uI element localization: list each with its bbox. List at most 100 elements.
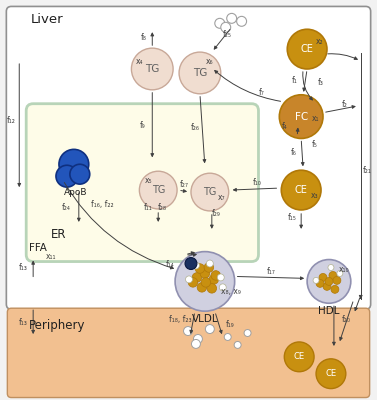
Text: FC: FC [294, 112, 308, 122]
Circle shape [329, 272, 337, 280]
Text: FFA: FFA [29, 243, 47, 253]
FancyArrowPatch shape [64, 182, 173, 269]
Circle shape [307, 260, 351, 303]
Text: f₂₈: f₂₈ [158, 204, 167, 212]
Text: TG: TG [145, 64, 159, 74]
FancyArrowPatch shape [200, 96, 206, 162]
Text: f₂₅: f₂₅ [223, 30, 232, 39]
Text: x₅: x₅ [144, 176, 152, 185]
FancyArrowPatch shape [301, 141, 304, 165]
Text: x₁₀: x₁₀ [339, 265, 349, 274]
Circle shape [234, 342, 241, 348]
Text: f₈: f₈ [140, 33, 146, 42]
Circle shape [193, 262, 199, 269]
Text: f₁₃: f₁₃ [19, 263, 28, 272]
Text: x₁₁: x₁₁ [46, 252, 56, 261]
Circle shape [227, 13, 237, 23]
Text: Liver: Liver [31, 13, 64, 26]
Circle shape [237, 16, 247, 26]
Text: f₁: f₁ [291, 76, 297, 85]
Circle shape [323, 282, 331, 290]
Text: x₃: x₃ [311, 190, 319, 200]
Circle shape [185, 258, 197, 270]
FancyArrowPatch shape [210, 215, 213, 228]
Text: CE: CE [295, 185, 308, 195]
Text: f₁₆, f₂₂: f₁₆, f₂₂ [91, 200, 114, 210]
Circle shape [328, 264, 334, 270]
Text: f₅: f₅ [312, 140, 318, 149]
Text: f₃: f₃ [318, 78, 324, 87]
Text: TG: TG [152, 185, 165, 195]
FancyArrowPatch shape [300, 214, 303, 228]
Circle shape [209, 275, 219, 284]
FancyBboxPatch shape [7, 308, 370, 398]
Circle shape [70, 164, 90, 184]
Text: f₁₄: f₁₄ [166, 260, 175, 269]
Circle shape [191, 173, 229, 211]
Circle shape [221, 22, 231, 32]
Circle shape [217, 274, 224, 281]
Text: f₇: f₇ [259, 88, 264, 97]
Text: f₁₉: f₁₉ [225, 320, 234, 328]
FancyArrowPatch shape [32, 310, 35, 333]
Text: f₁₀: f₁₀ [253, 178, 262, 187]
FancyArrowPatch shape [355, 298, 360, 310]
FancyArrowPatch shape [238, 276, 303, 280]
Text: TG: TG [203, 187, 216, 197]
FancyArrowPatch shape [18, 64, 21, 186]
Circle shape [333, 276, 341, 284]
Text: f₁₃: f₁₃ [19, 318, 28, 326]
Circle shape [219, 284, 226, 291]
Text: f₂₉: f₂₉ [211, 209, 220, 218]
FancyArrowPatch shape [214, 30, 230, 49]
Text: ER: ER [51, 228, 66, 241]
Text: f₉: f₉ [139, 121, 145, 130]
Text: f₂₄: f₂₄ [61, 204, 70, 212]
Circle shape [139, 171, 177, 209]
Circle shape [325, 278, 333, 285]
Circle shape [207, 284, 217, 293]
Circle shape [244, 330, 251, 336]
Circle shape [284, 342, 314, 372]
Text: CE: CE [325, 369, 337, 378]
FancyArrowPatch shape [333, 306, 335, 345]
Text: f₂₇: f₂₇ [179, 180, 188, 189]
Circle shape [56, 165, 78, 187]
Circle shape [200, 269, 210, 278]
FancyArrowPatch shape [328, 54, 357, 59]
Text: f₂₀: f₂₀ [341, 315, 350, 324]
FancyArrowPatch shape [326, 106, 355, 112]
FancyArrowPatch shape [188, 254, 196, 256]
Circle shape [316, 359, 346, 389]
FancyArrowPatch shape [303, 72, 307, 91]
FancyArrowPatch shape [181, 190, 186, 192]
Text: f₁₂: f₁₂ [7, 116, 16, 125]
Text: Periphery: Periphery [29, 318, 86, 332]
FancyArrowPatch shape [359, 295, 362, 298]
Text: HDL: HDL [318, 306, 340, 316]
Circle shape [215, 18, 225, 28]
Circle shape [132, 48, 173, 90]
Text: f₆: f₆ [290, 148, 296, 157]
Circle shape [201, 278, 211, 287]
Circle shape [281, 170, 321, 210]
FancyArrowPatch shape [151, 92, 154, 156]
Circle shape [331, 285, 339, 293]
Circle shape [337, 270, 343, 276]
Circle shape [175, 252, 234, 311]
Text: CE: CE [301, 44, 314, 54]
Text: x₄: x₄ [136, 56, 143, 66]
FancyArrowPatch shape [216, 314, 222, 333]
Circle shape [184, 326, 193, 336]
FancyArrowPatch shape [303, 72, 313, 100]
FancyArrowPatch shape [215, 70, 280, 101]
Circle shape [195, 264, 205, 273]
Text: f₁₁: f₁₁ [144, 204, 153, 212]
Text: TG: TG [193, 68, 207, 78]
Circle shape [211, 271, 221, 280]
Circle shape [319, 274, 327, 281]
Text: f₂₆: f₂₆ [190, 123, 199, 132]
FancyArrowPatch shape [296, 128, 299, 134]
Circle shape [59, 149, 89, 179]
Text: f₁₈, f₂₃: f₁₈, f₂₃ [169, 315, 192, 324]
